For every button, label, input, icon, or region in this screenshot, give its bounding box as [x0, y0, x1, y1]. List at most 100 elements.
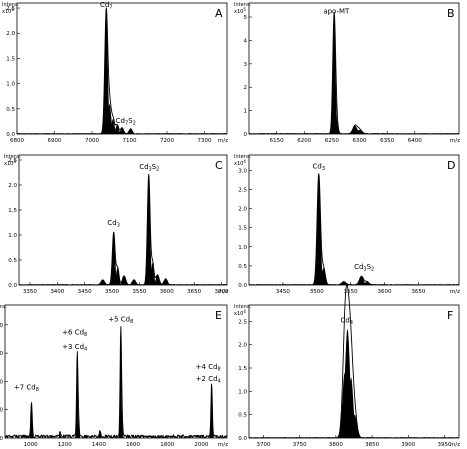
- spectrum-line: [4, 326, 228, 439]
- y-tick-label: 0.0: [6, 132, 15, 138]
- x-tick-label: 6800: [10, 138, 24, 144]
- y-tick-label: 0.5: [238, 413, 247, 419]
- x-axis-unit: m/z: [450, 289, 460, 295]
- peak: [113, 267, 123, 285]
- x-tick-label: 3500: [310, 289, 324, 295]
- peak-annotation: Cd3: [313, 162, 326, 172]
- y-tick-label: 3.0: [238, 168, 247, 174]
- x-tick-label: 3800: [329, 442, 343, 448]
- x-tick-label: 3900: [401, 442, 415, 448]
- panel-letter: C: [215, 159, 223, 172]
- peak-annotation: +7 Cd8: [14, 383, 39, 393]
- plot-frame: [248, 2, 460, 135]
- y-tick-label: 2.5: [6, 6, 15, 12]
- peak-annotation: Cd7S2: [116, 117, 136, 127]
- y-tick-label: 0.0: [238, 436, 247, 442]
- peak-annotation: Cd3S2: [354, 263, 374, 273]
- y-tick-label: 1500: [0, 351, 3, 357]
- y-tick-label: 2.0: [6, 31, 15, 37]
- peak: [101, 10, 112, 135]
- x-axis-unit: m/z: [218, 289, 228, 295]
- x-axis-unit: m/z: [450, 442, 460, 448]
- chart-panel-e: Intens. 0 500 1000 1500 2000 1000 1200 1400 1600 1…: [0, 304, 228, 448]
- panel-letter: A: [215, 7, 223, 20]
- peak-annotation: Cd3S2: [139, 163, 159, 173]
- x-tick-label: 3450: [276, 289, 290, 295]
- peak: [112, 124, 123, 134]
- x-tick-label: 7200: [160, 138, 174, 144]
- peak: [313, 174, 325, 285]
- x-tick-label: 3550: [344, 289, 358, 295]
- y-tick-label: 1.5: [8, 208, 17, 214]
- x-tick-label: 3850: [365, 442, 379, 448]
- y-tick-label: 0.5: [238, 264, 247, 270]
- chart-panel-f: Intens.x104 0.0 0.5 1.0 1.5 2.0 2.5 3700 3750 380…: [234, 283, 460, 448]
- peak: [329, 17, 339, 134]
- x-tick-label: 3700: [215, 289, 229, 295]
- y-tick-label: 0.5: [8, 258, 17, 264]
- y-axis-label: Intens.: [0, 304, 7, 310]
- spectrum-line: [248, 283, 460, 439]
- x-tick-label: 3600: [160, 289, 174, 295]
- plot-frame: [4, 304, 228, 439]
- y-axis-exponent: x105: [234, 7, 246, 15]
- spectrum-line: [18, 173, 228, 286]
- y-tick-label: 1.0: [8, 233, 17, 239]
- y-axis-exponent: x104: [234, 309, 246, 317]
- chart-panel-d: Intens.x104 0.0 0.5 1.0 1.5 2.0 2.5 3.0 3450 3500…: [234, 154, 460, 295]
- y-tick-label: 1.0: [6, 82, 15, 88]
- peak: [97, 431, 103, 438]
- y-tick-label: 2.5: [238, 187, 247, 193]
- peak-annotation: +3 Cd4: [62, 343, 87, 353]
- peak: [117, 127, 127, 134]
- peak: [144, 175, 154, 285]
- peak: [354, 276, 369, 285]
- y-tick-label: 5: [244, 15, 248, 21]
- x-tick-label: 6300: [353, 138, 367, 144]
- plot-frame: [16, 2, 228, 135]
- peak: [347, 414, 362, 438]
- y-tick-label: 0: [244, 132, 248, 138]
- y-tick-label: 0.0: [238, 283, 247, 289]
- y-axis-label: Intens.: [234, 154, 251, 160]
- y-tick-label: 1.5: [6, 56, 15, 62]
- y-axis-exponent: x104: [234, 159, 246, 167]
- peak-annotation: Cd4: [340, 316, 353, 326]
- peak: [209, 383, 214, 438]
- x-tick-label: 1400: [92, 442, 106, 448]
- x-tick-label: 3550: [132, 289, 146, 295]
- peak: [97, 280, 109, 285]
- x-tick-label: 3750: [293, 442, 307, 448]
- x-tick-label: 6350: [380, 138, 394, 144]
- y-axis-exponent: x104: [4, 159, 16, 167]
- peak: [119, 419, 125, 438]
- x-tick-label: 3600: [377, 289, 391, 295]
- x-tick-label: 3650: [187, 289, 201, 295]
- peak: [109, 232, 119, 285]
- x-axis-unit: m/z: [218, 138, 228, 144]
- peak: [331, 117, 341, 134]
- x-tick-label: 6900: [48, 138, 62, 144]
- peak: [125, 128, 136, 134]
- peak: [160, 279, 172, 285]
- chart-panel-a: Intens.x106 0.0 0.5 1.0 1.5 2.0 2.5 6800 6900 700…: [2, 1, 228, 144]
- peak-annotation: +4 Cd8: [196, 363, 221, 373]
- y-tick-label: 3: [244, 62, 248, 68]
- peak: [76, 421, 81, 438]
- peak: [128, 280, 140, 285]
- x-tick-label: 1600: [126, 442, 140, 448]
- peak-annotation: +6 Cd8: [62, 328, 87, 338]
- peak: [317, 267, 330, 285]
- panel-letter: F: [447, 309, 453, 322]
- x-tick-label: 3650: [411, 289, 425, 295]
- y-tick-label: 1.0: [238, 389, 247, 395]
- peak-annotation: Cd3: [107, 219, 120, 229]
- x-tick-label: 2000: [194, 442, 208, 448]
- chart-panel-c: Intens.x104 0.0 0.5 1.0 1.5 2.0 2.5 3350 3400 345…: [4, 154, 229, 295]
- x-axis-unit: m/z: [450, 138, 460, 144]
- peak: [352, 129, 367, 134]
- x-tick-label: 3400: [50, 289, 64, 295]
- peak: [360, 281, 374, 285]
- y-tick-label: 2.0: [8, 183, 17, 189]
- peak-annotation: Cd7: [100, 1, 113, 11]
